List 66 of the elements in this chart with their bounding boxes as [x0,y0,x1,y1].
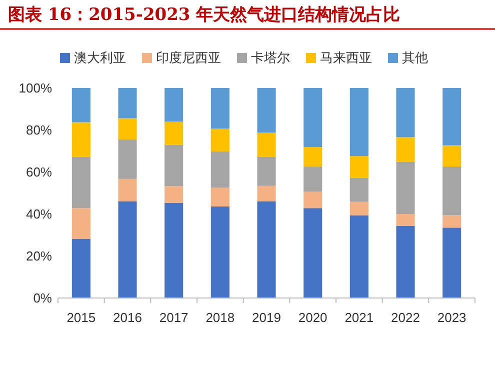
bar [257,88,276,133]
bar [350,156,368,178]
bar [210,88,230,129]
bar [72,88,90,122]
x-tick-label: 2019 [252,310,281,325]
bar [118,139,137,179]
bar [210,128,230,152]
legend-label: 澳大利亚 [74,50,126,65]
bar [118,88,137,118]
legend-label: 卡塔尔 [251,50,290,65]
bar [118,201,137,298]
bar [304,192,322,208]
bar [210,151,230,188]
y-tick-label: 40% [26,206,52,222]
bar [72,156,90,208]
x-tick-label: 2022 [391,310,420,325]
x-tick-label: 2023 [437,310,466,325]
bar [396,162,415,214]
chart-title: 图表 16：2015-2023 年天然气进口结构情况占比 [8,5,400,25]
y-tick-label: 80% [26,122,52,138]
x-tick-label: 2021 [344,310,374,325]
bar [118,118,137,140]
legend-label: 印度尼西亚 [156,50,221,65]
bar [304,147,322,166]
bar [304,166,322,192]
bar [350,178,368,202]
bar [396,137,415,162]
legend-label: 其他 [402,50,428,65]
x-tick-label: 2020 [298,310,328,325]
bar [72,208,90,239]
bar [396,88,415,138]
bar [304,208,322,298]
bar [164,202,184,298]
bar [210,188,230,206]
y-tick-label: 100% [18,80,52,96]
bar [72,122,90,157]
legend-label: 马来西亚 [320,50,372,65]
bar [396,226,415,298]
bar [164,186,184,203]
bar [72,238,90,298]
x-tick-label: 2015 [66,310,96,325]
bar [257,201,276,298]
bar [442,215,462,228]
y-tick-label: 60% [26,164,52,180]
bar [350,88,368,156]
bar [257,156,276,186]
y-tick-label: 0% [33,290,52,306]
bar [118,178,137,202]
bar [350,202,368,216]
bar [257,186,276,202]
bar [442,145,462,167]
bar [442,166,462,216]
bar [164,88,184,122]
x-tick-label: 2017 [159,310,188,325]
bar [350,215,368,298]
bar [164,144,184,186]
bar [442,228,462,298]
bar [164,122,184,145]
bar [210,206,230,298]
y-tick-label: 20% [26,248,52,264]
bar [257,132,276,157]
bar [442,88,462,146]
x-tick-label: 2018 [206,310,235,325]
bar [304,88,322,148]
bar [396,214,415,226]
x-tick-label: 2016 [113,310,142,325]
